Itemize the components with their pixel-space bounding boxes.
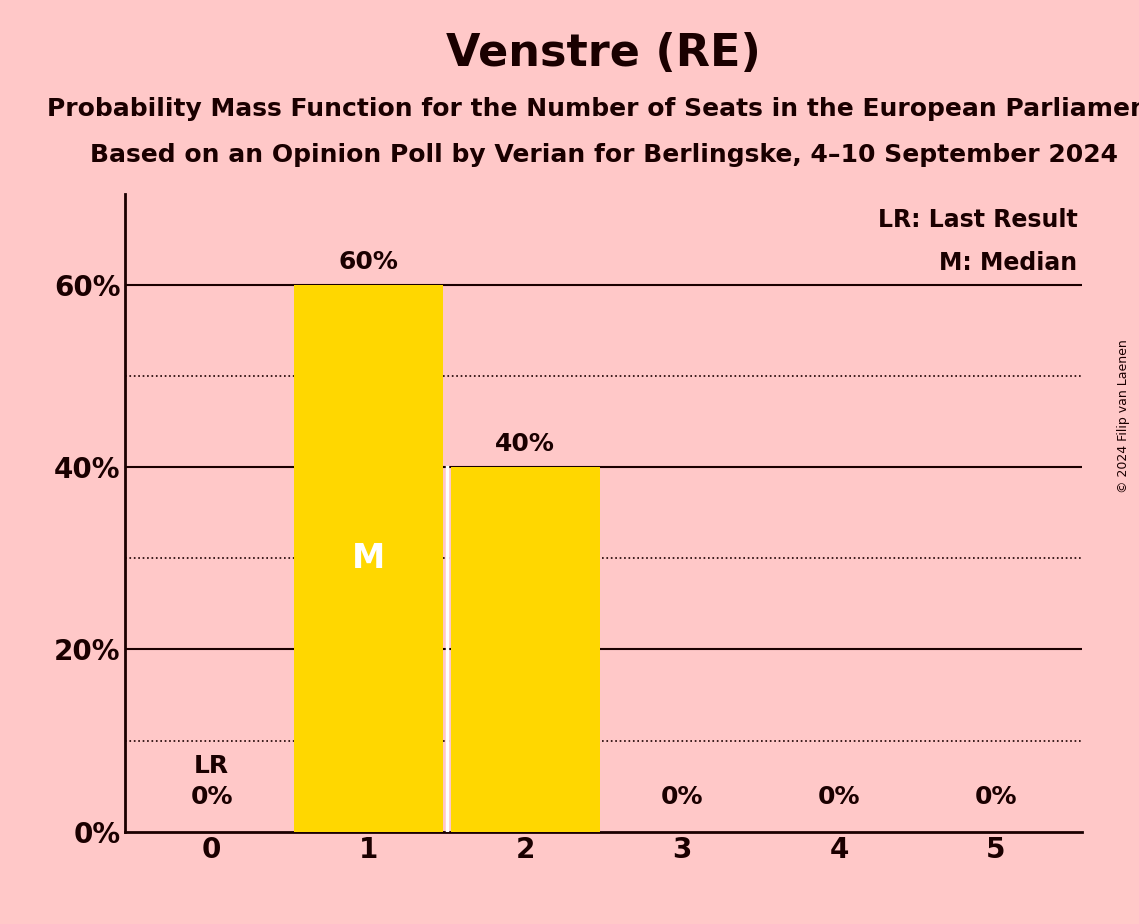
Text: 0%: 0% [818,784,860,808]
Text: 60%: 60% [338,250,399,274]
Text: 0%: 0% [975,784,1017,808]
Text: LR: Last Result: LR: Last Result [877,208,1077,232]
Bar [294,286,443,832]
Text: Probability Mass Function for the Number of Seats in the European Parliament: Probability Mass Function for the Number… [47,97,1139,121]
Text: M: M [352,541,385,575]
Text: M: Median: M: Median [940,250,1077,274]
Text: 40%: 40% [495,432,555,456]
Text: 0%: 0% [661,784,704,808]
Text: 0%: 0% [190,784,232,808]
Text: Based on an Opinion Poll by Verian for Berlingske, 4–10 September 2024: Based on an Opinion Poll by Verian for B… [90,143,1117,167]
Bar [451,468,600,832]
Text: LR: LR [194,754,229,778]
Text: © 2024 Filip van Laenen: © 2024 Filip van Laenen [1117,339,1130,492]
Text: Venstre (RE): Venstre (RE) [446,32,761,76]
